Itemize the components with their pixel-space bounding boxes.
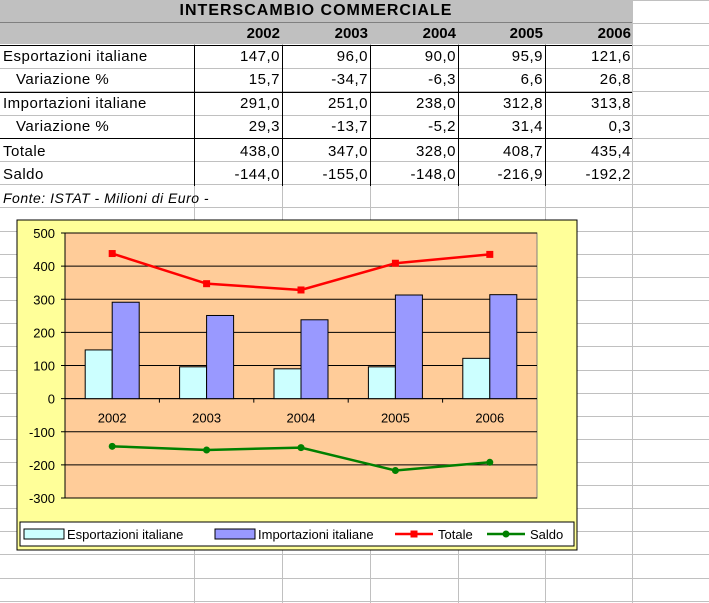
table-rule xyxy=(0,138,632,139)
data-point xyxy=(486,250,494,258)
y-tick-label: 500 xyxy=(33,226,55,241)
bar xyxy=(489,294,518,400)
table-cell: 238,0 xyxy=(415,95,456,112)
bar xyxy=(179,366,208,400)
data-point xyxy=(203,280,211,288)
y-tick-label: -200 xyxy=(29,458,55,473)
x-tick-label: 2005 xyxy=(381,411,410,426)
table-vrule xyxy=(282,45,283,186)
legend-label: Esportazioni italiane xyxy=(67,527,183,542)
y-tick-label: 0 xyxy=(48,392,55,407)
y-tick-label: -100 xyxy=(29,425,55,440)
legend-marker xyxy=(410,530,418,538)
y-tick-label: 400 xyxy=(33,259,55,274)
table-rule xyxy=(0,92,632,93)
table-cell: 95,9 xyxy=(511,48,543,65)
table-cell: 0,3 xyxy=(608,118,631,135)
table-cell: 438,0 xyxy=(239,143,280,160)
table-cell: -34,7 xyxy=(331,71,368,88)
y-tick-label: 200 xyxy=(33,325,55,340)
table-cell: 328,0 xyxy=(415,143,456,160)
table-cell: 313,8 xyxy=(590,95,631,112)
year-header: 2002 xyxy=(246,25,280,42)
table-cell: -155,0 xyxy=(322,166,368,183)
y-tick-label: 100 xyxy=(33,359,55,374)
table-cell: 312,8 xyxy=(502,95,543,112)
table-cell: -192,2 xyxy=(585,166,631,183)
row-label: Importazioni italiane xyxy=(3,95,147,112)
table-cell: -6,3 xyxy=(428,71,456,88)
bar xyxy=(462,357,491,400)
year-header-band xyxy=(0,23,632,44)
data-point xyxy=(108,250,116,258)
data-point xyxy=(297,444,305,452)
year-header: 2006 xyxy=(597,25,631,42)
table-cell: 26,8 xyxy=(599,71,631,88)
table-vrule xyxy=(370,45,371,186)
data-point xyxy=(391,466,399,474)
row-label: Saldo xyxy=(3,166,44,183)
bar xyxy=(394,294,423,400)
table-vrule xyxy=(458,45,459,186)
legend-label: Importazioni italiane xyxy=(258,527,374,542)
table-cell: 6,6 xyxy=(520,71,543,88)
table-cell: 15,7 xyxy=(248,71,280,88)
table-title-band xyxy=(0,0,632,23)
row-label: Esportazioni italiane xyxy=(3,48,148,65)
table-cell: -5,2 xyxy=(428,118,456,135)
table-cell: -216,9 xyxy=(497,166,543,183)
data-point xyxy=(297,286,305,294)
table-cell: 96,0 xyxy=(336,48,368,65)
x-tick-label: 2003 xyxy=(192,411,221,426)
legend-label: Saldo xyxy=(530,527,563,542)
y-tick-label: -300 xyxy=(29,491,55,506)
year-header: 2003 xyxy=(334,25,368,42)
table-cell: 408,7 xyxy=(502,143,543,160)
legend-swatch xyxy=(23,528,65,540)
legend xyxy=(19,521,575,547)
legend-swatch xyxy=(214,528,256,540)
table-vrule xyxy=(194,45,195,186)
bar xyxy=(367,366,396,400)
row-label: Variazione % xyxy=(16,71,110,88)
year-header: 2004 xyxy=(422,25,456,42)
table-cell: 291,0 xyxy=(239,95,280,112)
data-point xyxy=(486,458,494,466)
table-cell: 435,4 xyxy=(590,143,631,160)
row-label: Variazione % xyxy=(16,118,110,135)
bar xyxy=(300,319,329,400)
x-tick-label: 2004 xyxy=(287,411,316,426)
x-tick-label: 2006 xyxy=(475,411,504,426)
bar xyxy=(84,349,113,400)
table-vrule xyxy=(545,45,546,186)
table-cell: 251,0 xyxy=(327,95,368,112)
bar xyxy=(206,314,235,400)
data-point xyxy=(108,442,116,450)
legend-label: Totale xyxy=(438,527,473,542)
table-cell: 347,0 xyxy=(327,143,368,160)
table-cell: 147,0 xyxy=(239,48,280,65)
bar xyxy=(111,301,140,400)
table-cell: 29,3 xyxy=(248,118,280,135)
table-cell: 90,0 xyxy=(424,48,456,65)
table-rule xyxy=(0,45,632,46)
table-cell: 31,4 xyxy=(511,118,543,135)
year-header: 2005 xyxy=(509,25,543,42)
table-cell: -13,7 xyxy=(331,118,368,135)
x-tick-label: 2002 xyxy=(98,411,127,426)
table-title: INTERSCAMBIO COMMERCIALE xyxy=(179,2,453,19)
bar xyxy=(273,368,302,400)
table-cell: 121,6 xyxy=(590,48,631,65)
row-label: Totale xyxy=(3,143,47,160)
table-cell: -148,0 xyxy=(410,166,456,183)
data-point xyxy=(391,259,399,267)
source-note: Fonte: ISTAT - Milioni di Euro - xyxy=(3,190,210,206)
legend-marker xyxy=(502,530,510,538)
y-tick-label: 300 xyxy=(33,292,55,307)
table-cell: -144,0 xyxy=(234,166,280,183)
data-point xyxy=(203,446,211,454)
